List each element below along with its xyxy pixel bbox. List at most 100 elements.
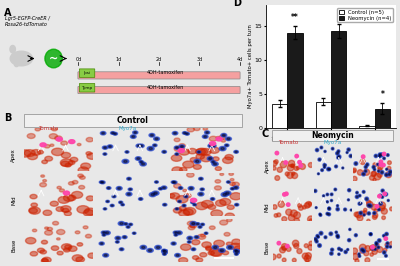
Circle shape [102,234,106,236]
Circle shape [149,134,155,137]
Circle shape [387,166,391,170]
Circle shape [314,190,316,192]
Circle shape [192,248,195,250]
Circle shape [360,249,364,253]
Circle shape [386,233,388,235]
Circle shape [174,138,180,142]
Circle shape [352,169,356,173]
Circle shape [325,236,326,238]
Circle shape [335,189,336,190]
Circle shape [355,212,361,218]
Circle shape [140,161,142,163]
Circle shape [134,132,136,133]
Circle shape [385,243,388,247]
Circle shape [319,213,321,215]
Circle shape [275,151,279,155]
Circle shape [154,137,160,141]
Circle shape [106,232,109,234]
Circle shape [147,147,154,151]
Circle shape [370,233,371,235]
FancyBboxPatch shape [24,114,242,127]
Circle shape [202,242,211,248]
Circle shape [212,161,214,163]
Circle shape [363,191,364,193]
Circle shape [336,234,339,237]
Circle shape [347,249,348,250]
Circle shape [149,192,156,197]
Circle shape [309,219,313,222]
Text: Neomycin: Neomycin [311,131,354,140]
Circle shape [203,127,208,130]
Circle shape [235,253,237,255]
Circle shape [162,151,166,153]
Circle shape [294,243,299,248]
Circle shape [128,188,132,191]
Circle shape [228,246,232,248]
Circle shape [352,248,358,254]
Bar [272,104,287,128]
Circle shape [364,170,367,173]
Circle shape [349,154,352,158]
Circle shape [370,245,377,251]
Circle shape [212,157,219,161]
Y-axis label: Myo7a+ Tomato+ cells per turn: Myo7a+ Tomato+ cells per turn [248,24,253,109]
Circle shape [358,253,360,255]
Circle shape [315,207,317,209]
Circle shape [202,200,213,208]
Circle shape [230,243,241,250]
Circle shape [188,237,191,239]
Circle shape [178,149,184,153]
Circle shape [133,233,135,234]
Circle shape [380,195,381,196]
FancyBboxPatch shape [78,86,240,94]
Circle shape [101,231,106,234]
Circle shape [185,132,190,135]
Circle shape [175,208,179,210]
Circle shape [327,213,328,214]
Circle shape [88,253,96,258]
Circle shape [367,204,370,207]
Circle shape [302,205,306,209]
Bar [331,31,346,128]
Circle shape [381,171,383,173]
Circle shape [99,181,103,183]
Circle shape [328,207,330,209]
Circle shape [321,169,324,172]
Circle shape [156,181,158,183]
Circle shape [193,164,201,169]
Circle shape [211,250,222,256]
Circle shape [112,132,114,134]
Circle shape [102,132,104,134]
Circle shape [390,207,394,211]
Circle shape [155,245,161,250]
Circle shape [154,192,157,194]
Circle shape [107,145,113,148]
Circle shape [323,166,326,168]
Circle shape [175,253,180,257]
Circle shape [317,236,320,238]
Circle shape [318,158,321,161]
Circle shape [277,213,281,217]
Circle shape [291,164,295,167]
Circle shape [221,148,224,150]
Circle shape [286,244,289,248]
Circle shape [125,151,129,153]
Circle shape [367,201,373,208]
Circle shape [37,248,44,252]
Circle shape [374,209,378,212]
Circle shape [292,258,296,262]
Circle shape [282,258,286,262]
Circle shape [65,163,71,167]
Circle shape [292,172,295,175]
Circle shape [176,231,182,235]
Text: Myo7a: Myo7a [324,140,342,145]
Circle shape [49,134,58,139]
Circle shape [135,157,141,160]
Circle shape [136,144,142,147]
Circle shape [51,246,59,250]
Text: Tomato: Tomato [278,140,298,145]
Circle shape [172,181,174,183]
Circle shape [373,178,376,181]
Circle shape [180,244,191,250]
Circle shape [378,168,382,171]
